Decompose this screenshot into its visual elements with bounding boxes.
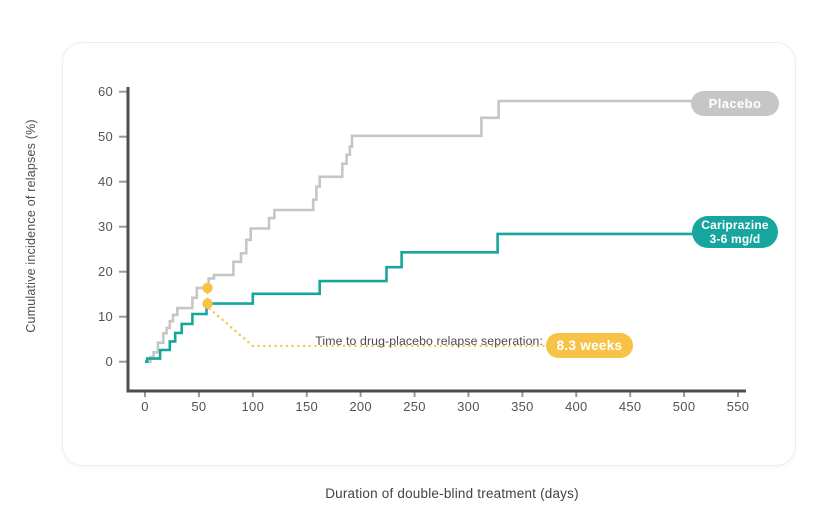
separation-weeks-badge: 8.3 weeks bbox=[546, 333, 633, 358]
separation-weeks-badge-text: 8.3 weeks bbox=[556, 338, 623, 353]
separation-annotation-label: Time to drug-placebo relapse seperation: bbox=[315, 334, 543, 348]
cariprazine-series-label-line2: 3-6 mg/d bbox=[709, 232, 761, 246]
placebo-series-label-text: Placebo bbox=[708, 96, 762, 111]
cariprazine-series-label: Cariprazine 3-6 mg/d bbox=[692, 216, 778, 248]
y-axis-label: Cumulative incidence of relapses (%) bbox=[24, 119, 38, 333]
chart-card bbox=[62, 42, 796, 466]
placebo-series-label: Placebo bbox=[691, 91, 779, 116]
cariprazine-series-label-line1: Cariprazine bbox=[701, 217, 769, 232]
x-axis-caption: Duration of double-blind treatment (days… bbox=[325, 486, 579, 501]
